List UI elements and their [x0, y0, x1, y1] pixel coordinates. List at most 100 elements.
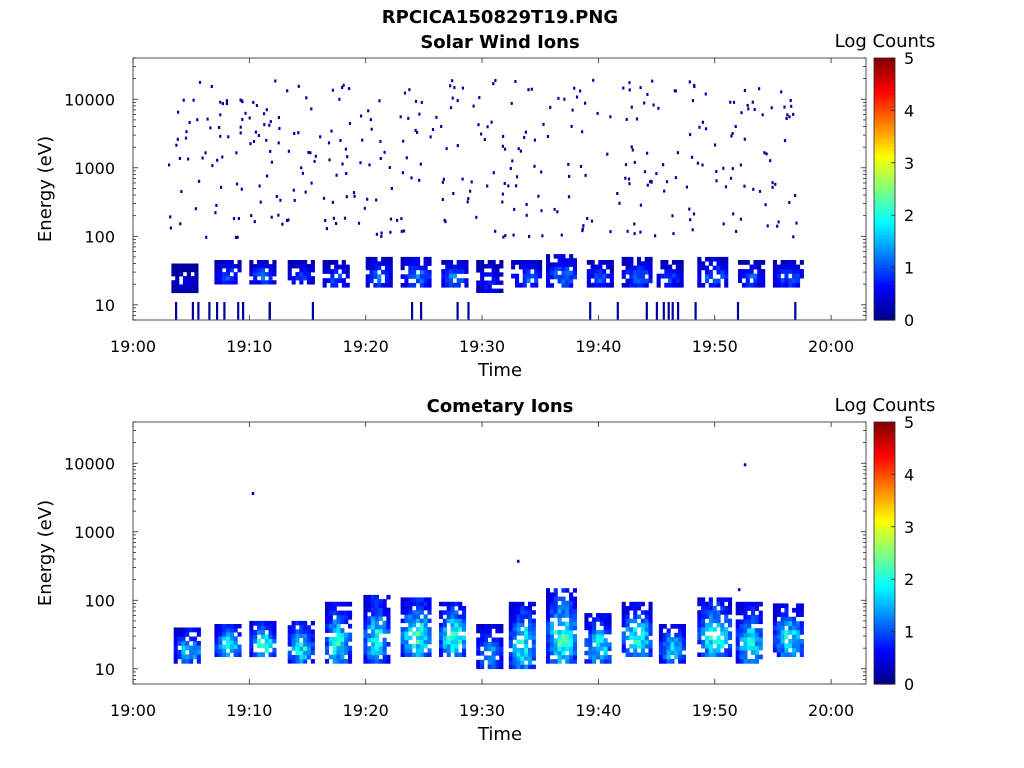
heatmap-cell: [716, 597, 721, 602]
heatmap-cell: [171, 271, 176, 277]
heatmap-cell: [516, 639, 521, 644]
heatmap-cell: [450, 614, 455, 619]
heatmap-cell: [784, 647, 789, 653]
heatmap-cell: [633, 631, 638, 636]
heatmap-cell: [218, 644, 223, 649]
heatmap-cell: [739, 619, 744, 625]
heatmap-cell: [592, 650, 597, 656]
heatmap-cell: [325, 610, 330, 616]
heatmap-cell: [662, 641, 667, 647]
heatmap-cell: [487, 272, 492, 277]
heatmap-cell: [685, 185, 688, 189]
heatmap-cell: [192, 649, 197, 655]
heatmap-cell: [792, 235, 795, 239]
heatmap-cell: [371, 629, 376, 634]
heatmap-cell: [747, 615, 752, 620]
colorbar-segment: [874, 661, 895, 665]
heatmap-cell: [204, 151, 207, 155]
heatmap-cell: [369, 274, 374, 279]
heatmap-cell: [260, 272, 265, 277]
heatmap-cell: [658, 659, 663, 664]
heatmap-cell: [416, 605, 421, 611]
colorbar-segment: [874, 484, 895, 489]
heatmap-cell: [584, 642, 589, 647]
heatmap-cell: [743, 628, 748, 633]
heatmap-cell: [251, 492, 255, 495]
colorbar-segment: [874, 448, 895, 453]
heatmap-cell: [758, 641, 763, 647]
heatmap-cell: [668, 269, 673, 274]
heatmap-cell: [419, 631, 424, 636]
heatmap-cell: [253, 652, 258, 658]
heatmap-cell: [408, 261, 413, 266]
heatmap-cell: [179, 263, 184, 268]
heatmap-cell: [571, 108, 574, 112]
heatmap-cell: [788, 278, 793, 283]
heatmap-cell: [332, 601, 337, 607]
heatmap-cell: [265, 138, 268, 142]
heatmap-cell: [486, 184, 489, 188]
heatmap-cell: [751, 601, 756, 607]
heatmap-cell: [342, 83, 345, 87]
heatmap-cell: [194, 276, 199, 281]
heatmap-cell: [637, 283, 642, 288]
heatmap-cell: [697, 627, 702, 632]
heatmap-cell: [427, 256, 432, 262]
heatmap-cell: [508, 664, 513, 670]
colorbar-segment: [874, 67, 895, 72]
heatmap-cell: [708, 627, 713, 632]
heatmap-cell: [708, 269, 713, 275]
heatmap-cell: [640, 261, 645, 266]
heatmap-cell: [216, 302, 219, 320]
heatmap-cell: [697, 610, 702, 615]
heatmap-cell: [553, 609, 558, 614]
heatmap-cell: [173, 654, 178, 660]
heatmap-cell: [382, 599, 387, 604]
heatmap-cell: [408, 597, 413, 602]
colorbar-segment: [874, 572, 895, 577]
heatmap-cell: [175, 302, 178, 320]
heatmap-cell: [581, 229, 584, 233]
heatmap-cell: [414, 128, 417, 132]
heatmap-cell: [229, 280, 234, 285]
heatmap-cell: [561, 638, 566, 643]
heatmap-cell: [512, 652, 517, 657]
x-tick-label: 19:50: [692, 337, 738, 356]
heatmap-cell: [776, 634, 781, 640]
heatmap-cell: [603, 617, 608, 622]
heatmap-cell: [656, 273, 661, 279]
heatmap-cell: [693, 85, 696, 89]
heatmap-cell: [272, 638, 277, 644]
heatmap-cell: [599, 617, 604, 622]
heatmap-cell: [449, 278, 454, 283]
heatmap-cell: [260, 264, 265, 269]
heatmap-cell: [287, 654, 292, 660]
heatmap-cell: [757, 264, 762, 270]
heatmap-cell: [257, 652, 262, 658]
heatmap-cell: [226, 636, 231, 641]
heatmap-cell: [332, 216, 335, 220]
heatmap-cell: [609, 269, 614, 274]
heatmap-cell: [644, 283, 649, 288]
heatmap-cell: [508, 618, 513, 624]
heatmap-cell: [671, 278, 676, 283]
heatmap-cell: [637, 274, 642, 279]
heatmap-cell: [503, 182, 506, 185]
heatmap-cell: [679, 282, 684, 288]
heatmap-cell: [648, 631, 653, 636]
heatmap-cell: [761, 113, 764, 117]
heatmap-cell: [621, 618, 626, 624]
colorbar-segment: [874, 205, 895, 210]
heatmap-cell: [625, 606, 630, 611]
heatmap-cell: [572, 600, 577, 606]
heatmap-cell: [512, 233, 515, 237]
x-tick-label: 19:00: [110, 701, 156, 720]
heatmap-cell: [678, 659, 683, 664]
heatmap-cell: [724, 610, 729, 615]
heatmap-cell: [658, 624, 663, 629]
heatmap-cell: [173, 649, 178, 655]
heatmap-cell: [508, 622, 513, 628]
heatmap-cell: [400, 265, 405, 271]
heatmap-cell: [675, 260, 680, 265]
heatmap-cell: [348, 650, 353, 655]
